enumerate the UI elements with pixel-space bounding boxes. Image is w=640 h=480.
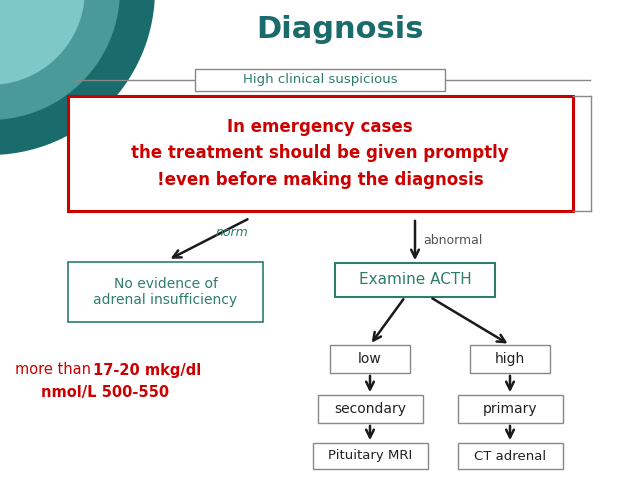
FancyBboxPatch shape [335,263,495,297]
Text: norm: norm [216,226,248,239]
Text: High clinical suspicious: High clinical suspicious [243,73,397,86]
Text: CT adrenal: CT adrenal [474,449,546,463]
Text: primary: primary [483,402,538,416]
Text: In emergency cases
the treatment should be given promptly
!even before making th: In emergency cases the treatment should … [131,118,509,189]
FancyBboxPatch shape [330,345,410,373]
Wedge shape [0,0,120,120]
Text: Examine ACTH: Examine ACTH [358,273,472,288]
Text: abnormal: abnormal [423,233,483,247]
FancyBboxPatch shape [470,345,550,373]
FancyBboxPatch shape [68,262,263,322]
Text: low: low [358,352,382,366]
Text: high: high [495,352,525,366]
Text: Diagnosis: Diagnosis [256,15,424,45]
FancyBboxPatch shape [195,69,445,91]
FancyBboxPatch shape [458,395,563,423]
FancyBboxPatch shape [458,443,563,469]
Text: No evidence of
adrenal insufficiency: No evidence of adrenal insufficiency [93,277,237,307]
FancyBboxPatch shape [312,443,428,469]
FancyBboxPatch shape [317,395,422,423]
Wedge shape [0,0,85,85]
Text: more than: more than [15,362,95,377]
FancyBboxPatch shape [68,96,573,211]
Text: 17-20 mkg/dl: 17-20 mkg/dl [93,362,201,377]
Text: secondary: secondary [334,402,406,416]
Text: Pituitary MRI: Pituitary MRI [328,449,412,463]
Wedge shape [0,0,155,155]
Text: nmol/L 500-550: nmol/L 500-550 [41,384,169,399]
